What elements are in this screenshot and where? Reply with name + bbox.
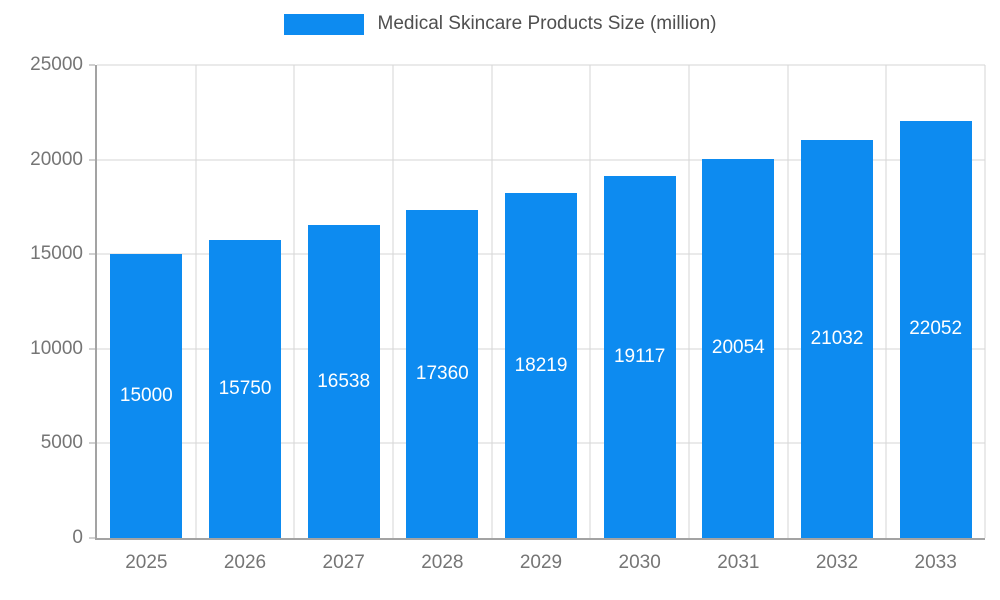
y-axis-tick (89, 64, 95, 66)
y-tick-label: 20000 (30, 148, 83, 170)
y-tick-label: 0 (72, 527, 83, 548)
bar[interactable]: 19117 (603, 176, 676, 538)
x-tick-label: 2031 (717, 552, 760, 573)
x-tick-label: 2032 (815, 552, 859, 573)
bar[interactable]: 20054 (702, 158, 775, 538)
x-tick-label: 2026 (223, 552, 267, 573)
y-tick-label: 10000 (30, 337, 83, 359)
y-tick-label: 5000 (40, 432, 83, 454)
x-tick-label: 2030 (618, 552, 661, 573)
gridline-vertical (885, 65, 887, 538)
plot-area: 0 5000 10000 15000 20000 25000 15000 2025 15750 2… (30, 54, 986, 573)
bar[interactable]: 16538 (307, 225, 380, 538)
y-tick-label: 15000 (30, 243, 83, 265)
y-axis-tick (89, 348, 95, 350)
x-tick-label: 2027 (322, 552, 365, 573)
x-tick-label: 2025 (125, 552, 168, 573)
bar[interactable]: 18219 (505, 193, 577, 538)
bar-value-label: 18219 (514, 354, 568, 376)
bar-value-label: 15000 (119, 385, 173, 407)
legend-label: Medical Skincare Products Size (million) (377, 13, 717, 34)
gridline-vertical (589, 65, 591, 538)
gridline-vertical (688, 65, 690, 538)
bar-value-label: 15750 (218, 378, 272, 399)
gridline-vertical (293, 65, 295, 538)
y-axis-tick (89, 537, 95, 539)
x-tick-label: 2033 (914, 552, 957, 573)
bar-value-label: 20054 (711, 337, 765, 359)
bar-value-label: 19117 (613, 346, 666, 368)
bar[interactable]: 21032 (801, 140, 873, 538)
y-axis-tick (89, 442, 95, 444)
gridline-vertical (491, 65, 493, 538)
bar-value-label: 21032 (810, 328, 864, 350)
x-tick-label: 2029 (519, 552, 563, 573)
y-axis-tick (89, 159, 95, 161)
gridline-horizontal (97, 64, 985, 66)
bar-value-label: 16538 (317, 370, 371, 392)
bar[interactable]: 15750 (208, 240, 281, 538)
gridline-vertical (787, 65, 789, 538)
bar-value-label: 17360 (415, 362, 469, 384)
bar[interactable]: 22052 (899, 120, 972, 538)
gridline-vertical (195, 65, 197, 538)
gridline-horizontal (97, 159, 985, 161)
y-axis-tick (89, 253, 95, 255)
legend-swatch-icon (283, 13, 364, 35)
legend[interactable]: Medical Skincare Products Size (million) (0, 13, 1000, 35)
y-tick-label: 25000 (30, 54, 83, 75)
bar[interactable]: 17360 (406, 209, 479, 538)
gridline-vertical (984, 65, 986, 538)
gridline-vertical (392, 65, 394, 538)
x-tick-label: 2028 (421, 552, 464, 573)
bar[interactable]: 15000 (110, 254, 183, 538)
bar-value-label: 22052 (909, 318, 963, 340)
